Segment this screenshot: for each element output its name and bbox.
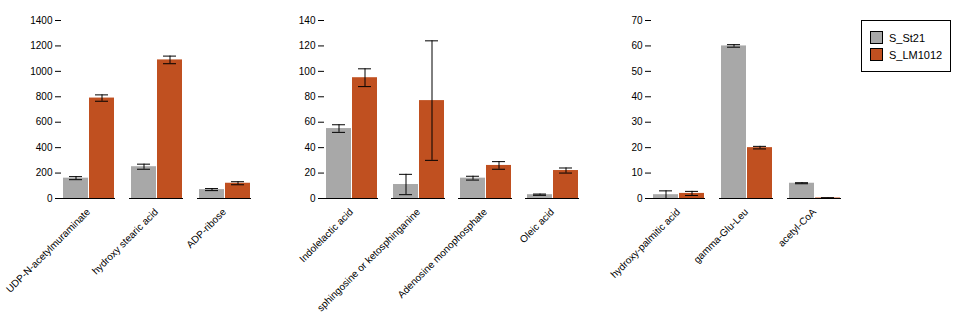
svg-text:70: 70 [631,15,643,26]
svg-text:1000: 1000 [30,66,53,77]
svg-text:Indolelactic acid: Indolelactic acid [297,206,355,264]
svg-text:20: 20 [631,142,643,153]
svg-text:UDP-N-acetylmuraminate: UDP-N-acetylmuraminate [4,206,93,295]
svg-text:200: 200 [36,167,53,178]
svg-text:gamma-Glu-Leu: gamma-Glu-Leu [691,206,750,265]
svg-text:400: 400 [36,142,53,153]
html-text:S_LM1012: S_LM1012 [889,48,943,61]
svg-text:Oleic acid: Oleic acid [517,206,556,245]
svg-text:40: 40 [304,142,316,153]
svg-text:ADP-ribose: ADP-ribose [184,206,228,250]
svg-text:0: 0 [47,193,53,204]
html-text:S_St21: S_St21 [889,31,926,44]
svg-text:sphingosine or ketosphinganine: sphingosine or ketosphinganine [315,206,423,314]
svg-text:140: 140 [299,15,316,26]
svg-text:40: 40 [631,91,643,102]
svg-text:hydroxy-palmitic acid: hydroxy-palmitic acid [608,206,682,280]
svg-text:0: 0 [637,193,643,204]
svg-text:0: 0 [310,193,316,204]
svg-text:100: 100 [299,66,316,77]
svg-text:1200: 1200 [30,40,53,51]
svg-text:20: 20 [304,167,316,178]
svg-text:10: 10 [631,167,643,178]
svg-text:hydroxy stearic acid: hydroxy stearic acid [90,206,160,276]
svg-text:600: 600 [36,116,53,127]
svg-text:800: 800 [36,91,53,102]
svg-text:50: 50 [631,66,643,77]
svg-text:120: 120 [299,40,316,51]
svg-text:60: 60 [631,40,643,51]
svg-text:1400: 1400 [30,15,53,26]
svg-text:60: 60 [304,116,316,127]
svg-text:30: 30 [631,116,643,127]
svg-text:Adenosine monophosphate: Adenosine monophosphate [395,206,489,300]
svg-text:acetyl-CoA: acetyl-CoA [776,206,819,249]
svg-text:80: 80 [304,91,316,102]
